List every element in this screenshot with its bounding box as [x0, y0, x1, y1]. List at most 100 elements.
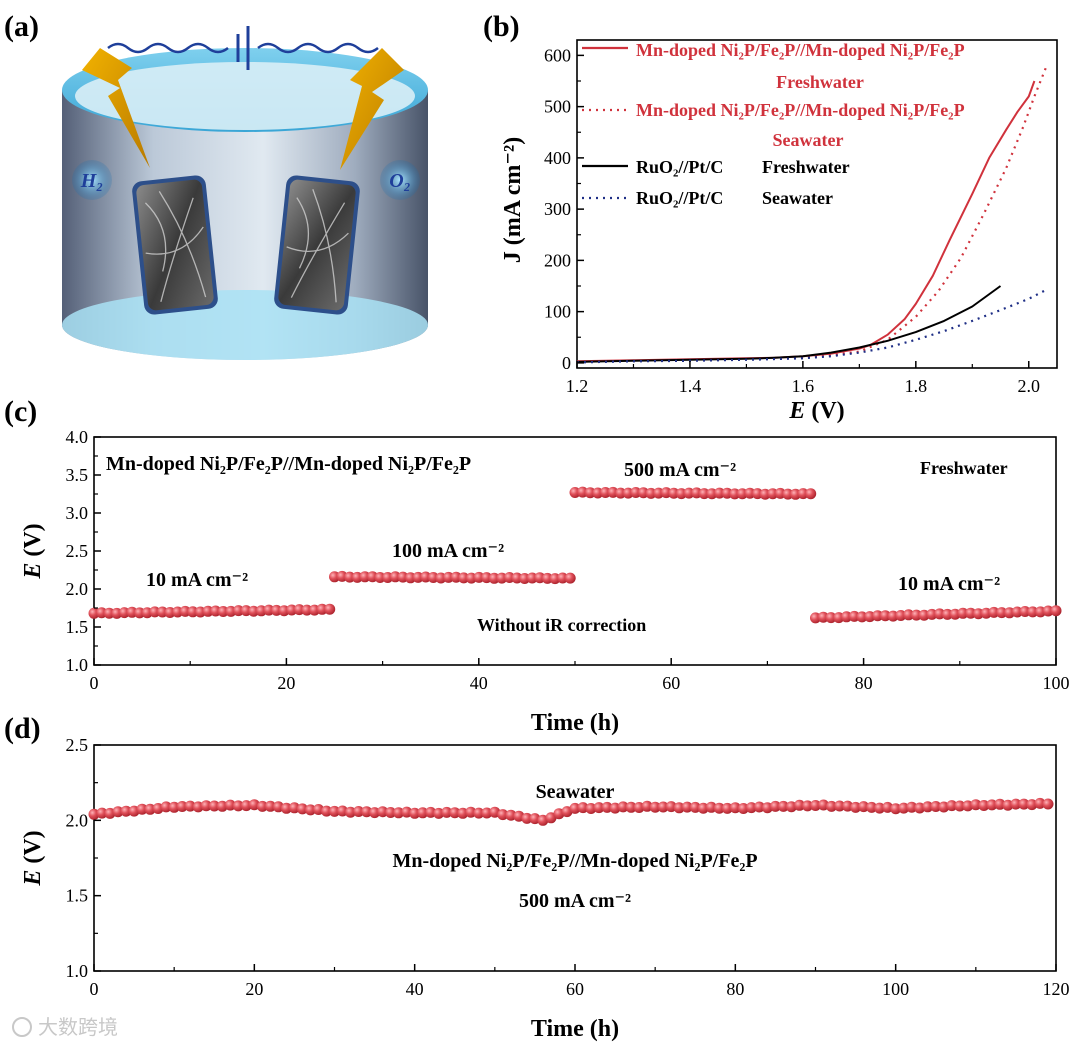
freshwater-bead-seg1	[149, 606, 161, 618]
lsv-x-axis-symbol: E	[788, 398, 805, 424]
seawater-bead	[321, 805, 332, 817]
freshwater-bead-seg4	[1011, 606, 1023, 618]
freshwater-bead-seg1	[301, 604, 313, 616]
o2-label: O₂	[389, 170, 410, 192]
lsv-y-axis-label: J (mA cm⁻²)	[500, 137, 526, 264]
seawater-bead	[697, 802, 709, 814]
seawater-bead	[112, 806, 124, 818]
seawater-bead	[1010, 798, 1022, 810]
lsv-series-group	[576, 67, 1047, 364]
freshwater-seg4-label: 10 mA cm⁻²	[898, 573, 1000, 595]
freshwater-y-axis-symbol: E	[20, 563, 46, 580]
seawater-x-tick-label: 100	[882, 979, 909, 999]
freshwater-y-tick-label: 4.0	[66, 427, 89, 447]
seawater-bead	[377, 806, 389, 818]
seawater-bead	[441, 806, 453, 818]
seawater-bead	[994, 798, 1006, 810]
freshwater-bead-seg4	[879, 610, 891, 622]
schematic-cell: H₂ O₂	[62, 26, 428, 360]
seawater-bead	[296, 803, 308, 815]
seawater-bead	[681, 801, 693, 813]
seawater-bead	[457, 807, 469, 819]
seawater-bead	[409, 807, 421, 819]
seawater-bead	[1034, 797, 1046, 809]
seawater-x-tick-label: 40	[406, 979, 424, 999]
seawater-bead	[353, 806, 365, 817]
legend-mn-sea-line1: Mn-doped Ni₂P/Fe₂P//Mn-doped Ni₂P/Fe₂P	[636, 100, 965, 120]
freshwater-x-tick-label: 60	[662, 673, 680, 693]
seawater-y-tick-label: 1.5	[66, 886, 89, 906]
seawater-bead	[802, 800, 813, 812]
freshwater-bead-seg4	[872, 610, 884, 622]
seawater-bead	[922, 801, 934, 813]
freshwater-x-tick-label: 100	[1043, 673, 1070, 693]
seawater-bead	[745, 802, 757, 814]
freshwater-x-tick-label: 40	[470, 673, 488, 693]
series-mn-freshwater	[576, 80, 1036, 363]
freshwater-bead-seg1	[324, 603, 336, 615]
seawater-bead	[978, 800, 990, 811]
freshwater-seg3-label: 500 mA cm⁻²	[624, 459, 736, 481]
freshwater-bead-seg3	[599, 487, 611, 498]
freshwater-x-axis-label: Time (h)	[531, 710, 619, 736]
seawater-y-ticks: 1.0 1.5 2.0 2.5	[66, 735, 101, 981]
seawater-y-tick-label: 2.5	[66, 735, 89, 755]
seawater-bead	[649, 801, 661, 813]
freshwater-y-tick-label: 3.5	[66, 465, 89, 485]
seawater-bead	[521, 812, 533, 824]
seawater-bead	[970, 799, 982, 811]
lsv-x-ticks: 1.2 1.4 1.6 1.8 2.0	[566, 361, 1040, 396]
seawater-bead	[176, 801, 188, 812]
legend-mn-sea-line2: Seawater	[773, 130, 844, 150]
seawater-bead	[569, 802, 581, 814]
freshwater-x-tick-label: 20	[277, 673, 295, 693]
seawater-bead	[433, 807, 445, 819]
seawater-bead	[721, 802, 733, 814]
freshwater-seg1-label: 10 mA cm⁻²	[146, 569, 248, 591]
lightning-bolt-icon	[82, 48, 150, 168]
seawater-y-tick-label: 1.0	[66, 961, 89, 981]
h2-bubble-icon	[72, 160, 112, 200]
seawater-bead	[160, 801, 172, 813]
freshwater-y-tick-label: 1.0	[66, 655, 89, 675]
seawater-bead	[280, 802, 292, 814]
freshwater-bead-seg4	[957, 607, 969, 619]
lsv-x-tick-label: 1.2	[566, 376, 589, 396]
panel-label-a: (a)	[4, 10, 39, 43]
seawater-bead	[136, 803, 148, 815]
seawater-bead	[1042, 798, 1054, 810]
freshwater-y-tick-label: 2.0	[66, 579, 89, 599]
watermark: 大数跨境	[12, 1016, 118, 1039]
seawater-bead	[345, 806, 356, 818]
seawater-bead	[168, 801, 180, 813]
seawater-bead	[288, 802, 300, 814]
freshwater-medium-label: Freshwater	[920, 458, 1008, 478]
freshwater-y-tick-label: 1.5	[66, 617, 89, 637]
seawater-medium-label: Seawater	[536, 781, 615, 803]
seawater-bead	[425, 806, 437, 818]
seawater-bead	[930, 801, 942, 812]
series-ruo2-freshwater	[576, 285, 1002, 363]
freshwater-bead-seg4	[1027, 606, 1039, 618]
freshwater-note-label: Without iR correction	[477, 615, 646, 635]
lightning-bolt-icon	[340, 48, 404, 170]
freshwater-bead-seg4	[1042, 605, 1054, 617]
seawater-bead	[224, 799, 236, 811]
freshwater-x-tick-label: 80	[855, 673, 873, 693]
lsv-y-tick-label: 0	[562, 353, 571, 373]
lsv-x-tick-label: 2.0	[1018, 376, 1041, 396]
freshwater-bead-seg4	[972, 608, 984, 620]
seawater-bead	[777, 800, 789, 812]
freshwater-bead-seg4	[825, 612, 837, 624]
seawater-bead	[232, 800, 244, 812]
series-mn-seawater	[576, 67, 1047, 363]
freshwater-seg2-label: 100 mA cm⁻²	[392, 540, 504, 562]
seawater-bead	[834, 800, 846, 812]
seawater-bead	[858, 801, 870, 813]
freshwater-y-ticks: 1.0 1.5 2.0 2.5 3.0 3.5 4.0	[66, 427, 101, 675]
seawater-bead	[826, 800, 837, 812]
seawater-bead	[689, 801, 701, 813]
lsv-legend: Mn-doped Ni₂P/Fe₂P//Mn-doped Ni₂P/Fe₂P F…	[582, 40, 965, 208]
seawater-bead	[264, 800, 276, 812]
o2-bubble-icon	[380, 160, 420, 200]
